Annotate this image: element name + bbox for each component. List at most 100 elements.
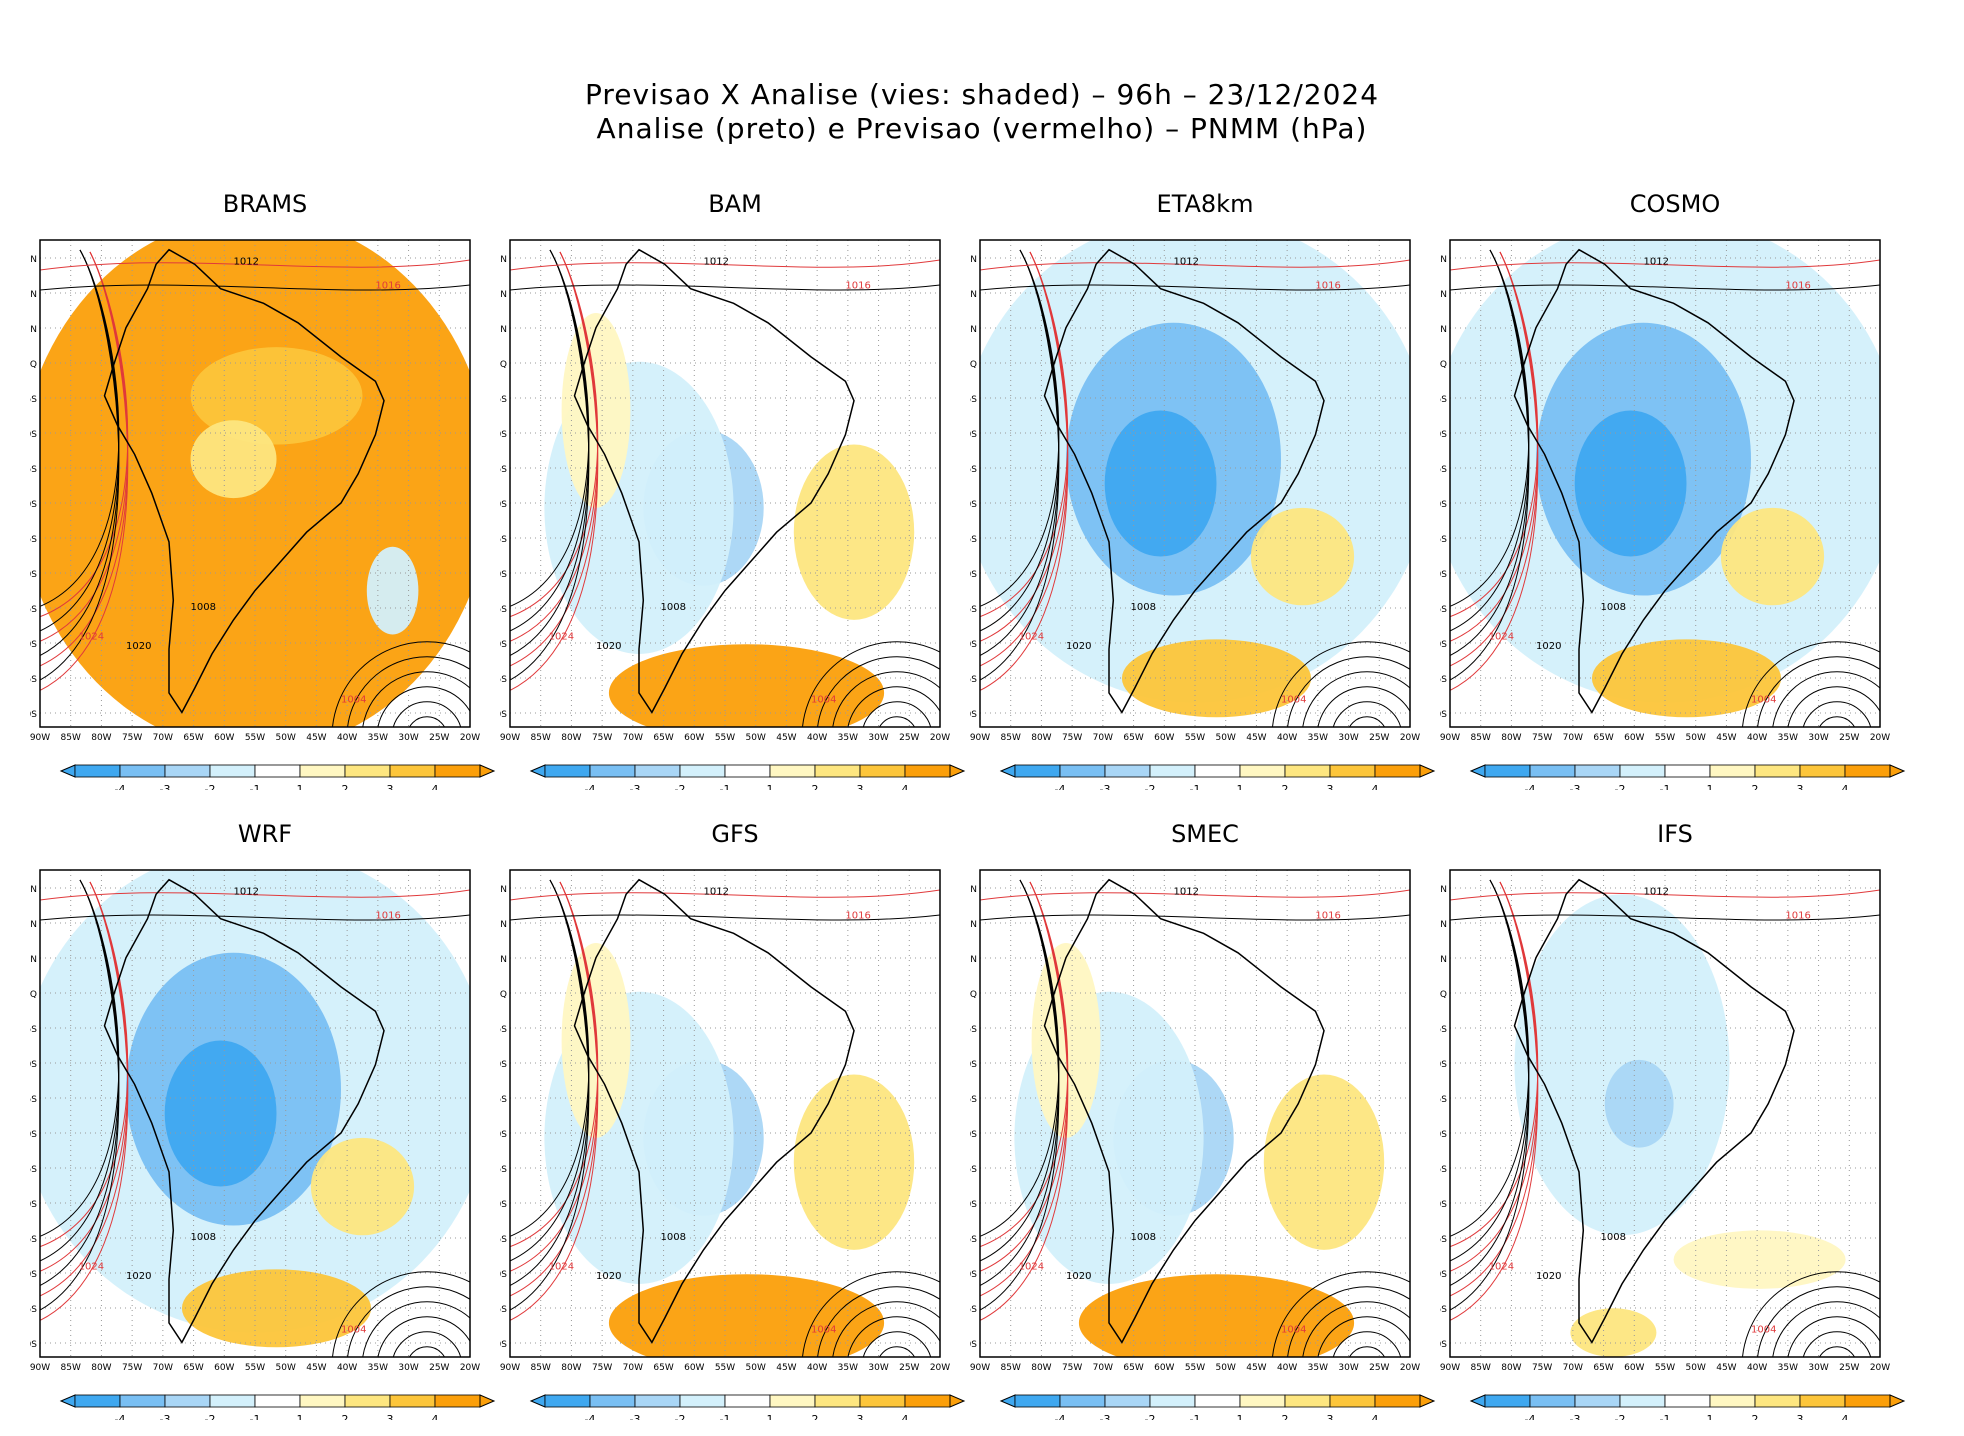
colorbar-label: -2	[1615, 1413, 1626, 1420]
colorbar-label: -2	[1145, 1413, 1156, 1420]
lat-tick-label: 45S	[1440, 1305, 1447, 1315]
lat-tick-label: 50S	[30, 1340, 37, 1350]
lon-tick-label: 50W	[276, 733, 296, 743]
lon-tick-label: 85W	[1471, 733, 1491, 743]
lon-tick-label: 85W	[61, 733, 81, 743]
bias-shading	[1673, 1230, 1846, 1289]
bias-shading	[793, 1074, 915, 1250]
lat-tick-label: 30S	[970, 1200, 977, 1210]
lon-tick-label: 55W	[1655, 733, 1675, 743]
lon-tick-label: 40W	[807, 1363, 827, 1373]
lat-tick-label: 45S	[500, 1305, 507, 1315]
isobar-label: 1016	[845, 911, 870, 922]
lon-tick-label: 85W	[1001, 733, 1021, 743]
isobar-label: 1024	[1489, 631, 1514, 642]
lon-tick-label: 70W	[153, 733, 173, 743]
colorbar-label: -2	[205, 783, 216, 790]
colorbar-label: -3	[160, 1413, 171, 1420]
lon-tick-label: 45W	[776, 733, 796, 743]
colorbar-label: 3	[1797, 783, 1804, 790]
lon-tick-label: 35W	[838, 733, 858, 743]
lon-tick-label: 25W	[1839, 1363, 1859, 1373]
isobar-label: 1004	[341, 695, 366, 706]
isobar-label: 1004	[1751, 1325, 1776, 1336]
lat-tick-label: EQ	[30, 360, 37, 370]
colorbar-label: -4	[1525, 1413, 1536, 1420]
lat-tick-label: 10N	[30, 290, 37, 300]
panel-title: SMEC	[1171, 820, 1239, 848]
isobar-label: 1024	[1489, 1261, 1514, 1272]
lat-tick-label: 20S	[30, 1130, 37, 1140]
south-america-outline	[103, 248, 385, 714]
lon-tick-label: 30W	[1338, 1363, 1358, 1373]
lat-tick-label: 15N	[970, 255, 977, 265]
colorbar-label: 3	[1327, 783, 1334, 790]
lon-tick-label: 30W	[398, 733, 418, 743]
colorbar-label: -1	[1660, 783, 1671, 790]
lon-tick-label: 90W	[30, 733, 50, 743]
colorbar: -4 -3 -2 -1 1 2 3 4	[1469, 764, 1906, 790]
colorbar-label: -4	[115, 783, 126, 790]
lon-tick-label: 50W	[1686, 733, 1706, 743]
lat-tick-label: 15N	[30, 255, 37, 265]
lon-tick-label: 70W	[623, 1363, 643, 1373]
colorbar-label: -1	[1190, 1413, 1201, 1420]
lat-tick-label: 10S	[1440, 1060, 1447, 1070]
isobar-label: 1016	[1315, 911, 1340, 922]
lon-tick-label: 75W	[1062, 1363, 1082, 1373]
lat-tick-label: 5N	[1440, 955, 1447, 965]
colorbar-label: -2	[1615, 783, 1626, 790]
lat-tick-label: 20S	[970, 1130, 977, 1140]
colorbar-label: -3	[1100, 1413, 1111, 1420]
lon-tick-label: 20W	[460, 1363, 480, 1373]
lon-tick-label: 45W	[1246, 733, 1266, 743]
lon-tick-label: 50W	[1216, 1363, 1236, 1373]
panel-title: COSMO	[1629, 190, 1721, 218]
isobar-label: 1020	[1066, 1271, 1091, 1282]
lon-tick-label: 45W	[1716, 733, 1736, 743]
lat-tick-label: 10N	[970, 290, 977, 300]
isobar-label: 1020	[126, 641, 151, 652]
lon-tick-label: 50W	[276, 1363, 296, 1373]
colorbar-label: 4	[432, 1413, 439, 1420]
bias-shading	[366, 546, 419, 635]
pressure-bias-map: 1012 1016 1020 1024 1008 1004 15N 10N 5N EQ 5S 10S 1…	[1440, 869, 1906, 1420]
model-panel-bam: BAM10121016102010241008100415N10N5NEQ5S1…	[500, 190, 966, 790]
lat-tick-label: EQ	[1440, 360, 1447, 370]
lon-tick-label: 55W	[245, 1363, 265, 1373]
lon-tick-label: 45W	[1716, 1363, 1736, 1373]
south-america-outline	[1043, 248, 1325, 714]
isobar-label: 1004	[1281, 1325, 1306, 1336]
isobar-label: 1024	[549, 1261, 574, 1272]
lon-tick-label: 60W	[1154, 1363, 1174, 1373]
panel-title: WRF	[237, 820, 293, 848]
lat-tick-label: 30S	[30, 1200, 37, 1210]
lon-tick-label: 25W	[899, 1363, 919, 1373]
lat-tick-label: 40S	[500, 640, 507, 650]
isobar-label: 1012	[1644, 256, 1669, 267]
lat-tick-label: 20S	[500, 500, 507, 510]
lon-tick-label: 35W	[368, 1363, 388, 1373]
model-panel-eta8km: ETA8km 1012 1016 1020 1024 1008 1004 15N 10N 5N EQ…	[970, 190, 1436, 790]
colorbar-label: 2	[1282, 1413, 1289, 1420]
panel-title: IFS	[1657, 820, 1693, 848]
lat-tick-label: 5S	[30, 395, 37, 405]
isobar-label: 1008	[661, 1232, 686, 1243]
lon-tick-label: 25W	[1369, 1363, 1389, 1373]
lon-tick-label: 30W	[398, 1363, 418, 1373]
colorbar-label: -2	[675, 783, 686, 790]
lon-tick-label: 90W	[1440, 1363, 1460, 1373]
south-america-outline	[1043, 878, 1325, 1344]
colorbar-label: 1	[297, 783, 304, 790]
lat-tick-label: 10N	[30, 920, 37, 930]
bias-shading	[1591, 639, 1782, 718]
lat-tick-label: 25S	[500, 535, 507, 545]
south-america-outline	[1513, 248, 1795, 714]
colorbar-label: 3	[857, 783, 864, 790]
lon-tick-label: 50W	[746, 1363, 766, 1373]
lat-tick-label: 45S	[970, 1305, 977, 1315]
lat-tick-label: 25S	[1440, 535, 1447, 545]
lon-tick-label: 75W	[592, 1363, 612, 1373]
lon-tick-label: 30W	[1338, 733, 1358, 743]
model-panel-ifs: IFS 10121016102010241008100415N10N5NEQ5S1…	[1440, 820, 1906, 1420]
